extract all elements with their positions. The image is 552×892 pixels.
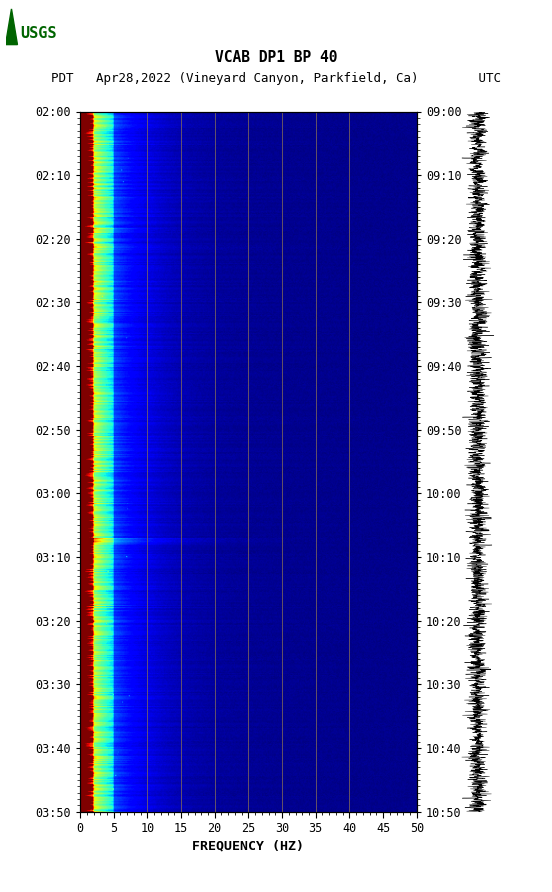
Text: VCAB DP1 BP 40: VCAB DP1 BP 40 [215,51,337,65]
Polygon shape [6,9,18,45]
Text: PDT   Apr28,2022 (Vineyard Canyon, Parkfield, Ca)        UTC: PDT Apr28,2022 (Vineyard Canyon, Parkfie… [51,72,501,85]
Text: USGS: USGS [20,26,57,41]
X-axis label: FREQUENCY (HZ): FREQUENCY (HZ) [193,839,304,852]
